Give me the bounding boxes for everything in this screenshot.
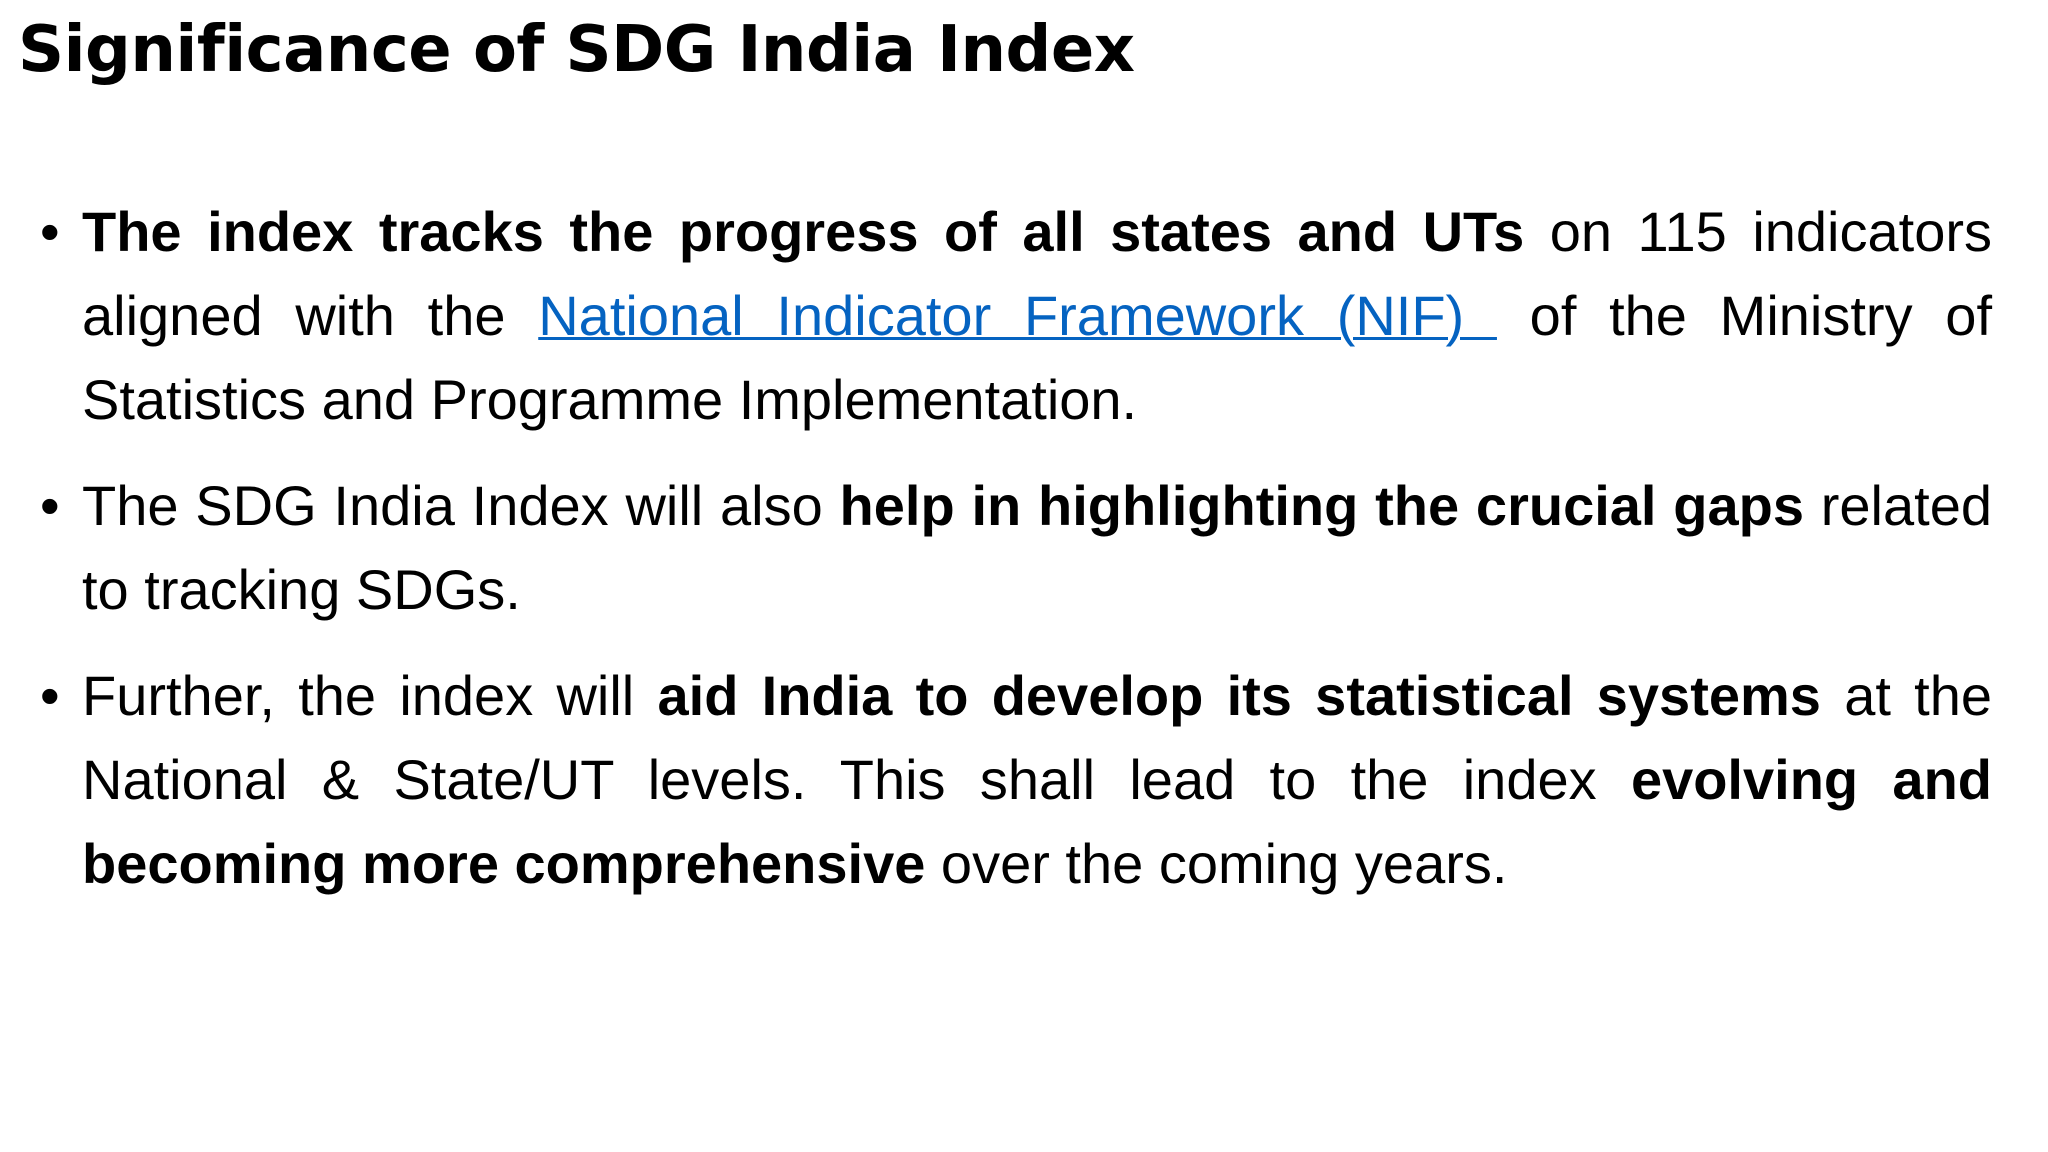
bold-text: aid India to develop its statistical sys…	[657, 664, 1821, 727]
text: on 115 indicators aligned with the	[82, 200, 1992, 347]
text: related to tracking SDGs.	[82, 474, 1992, 621]
bullet-item: The SDG India Index will also help in hi…	[40, 464, 1992, 632]
text: of the Ministry of Statistics and Progra…	[82, 284, 1992, 431]
slide-title: Significance of SDG India Index	[18, 13, 1135, 87]
text: at the National & State/UT levels. This …	[82, 664, 1993, 811]
bold-text: help in highlighting the crucial gaps	[839, 474, 1804, 537]
text: The SDG India Index will also	[82, 474, 840, 537]
bullet-item: The index tracks the progress of all sta…	[40, 190, 1992, 442]
link[interactable]: National Indicator Framework (NIF)	[538, 284, 1497, 347]
bold-text: evolving and becoming more comprehensive	[82, 748, 1992, 895]
bullet-list: The index tracks the progress of all sta…	[40, 190, 1992, 928]
bold-text: The index tracks the progress of all sta…	[82, 200, 1525, 263]
bullet-item: Further, the index will aid India to dev…	[40, 654, 1992, 906]
text: Further, the index will	[82, 664, 658, 727]
text: over the coming years.	[925, 832, 1508, 895]
